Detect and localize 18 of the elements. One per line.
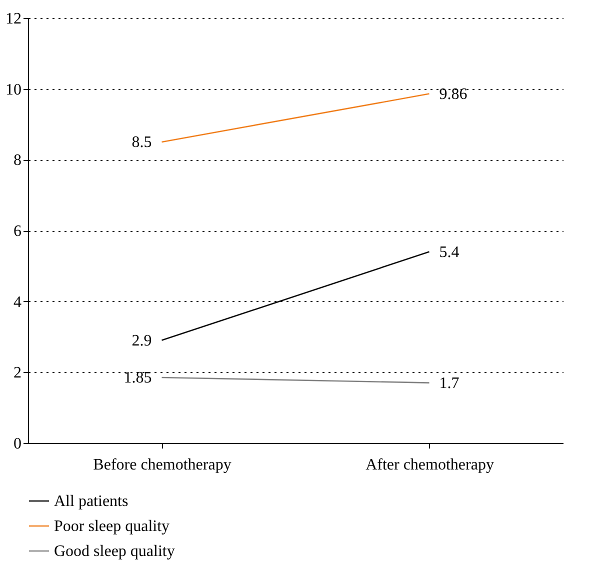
- legend-label: Good sleep quality: [54, 543, 175, 560]
- data-label: 5.4: [439, 244, 460, 261]
- data-label: 1.7: [439, 374, 460, 392]
- y-tick-label: 8: [14, 152, 22, 170]
- y-tick-label: 6: [14, 223, 22, 240]
- data-label: 2.9: [132, 332, 152, 350]
- x-tick-label: Before chemotherapy: [93, 456, 232, 474]
- data-label: 9.86: [439, 86, 468, 103]
- x-tick-label: After chemotherapy: [366, 456, 494, 474]
- y-tick-label: 12: [6, 10, 22, 28]
- y-tick-label: 10: [6, 81, 22, 98]
- y-tick-label: 2: [14, 364, 22, 382]
- data-label: 8.5: [132, 134, 152, 151]
- y-tick-label: 0: [14, 436, 22, 452]
- legend-label: Poor sleep quality: [54, 518, 170, 535]
- legend-label: All patients: [54, 493, 128, 510]
- y-tick-label: 4: [14, 294, 22, 311]
- data-label: 1.85: [124, 369, 152, 386]
